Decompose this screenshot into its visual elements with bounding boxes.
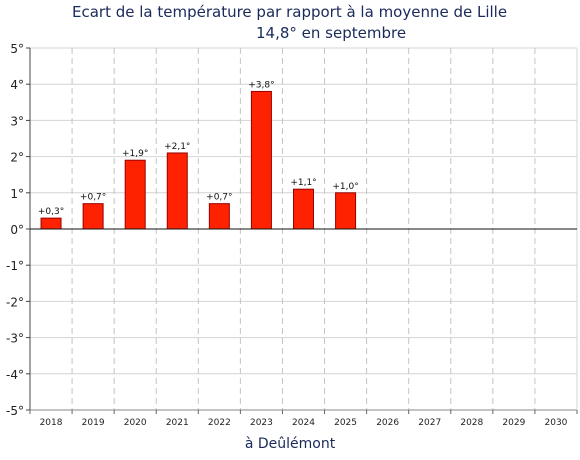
- y-tick-label: -2°: [6, 295, 24, 309]
- x-tick-label: 2030: [545, 418, 568, 428]
- data-label: +2,1°: [164, 142, 190, 152]
- x-tick-label: 2027: [418, 418, 441, 428]
- data-label: +1,9°: [122, 149, 148, 159]
- data-label: +1,0°: [332, 182, 358, 192]
- y-tick-label: 3°: [10, 114, 24, 128]
- x-tick-label: 2024: [292, 418, 315, 428]
- bar: [82, 203, 104, 230]
- bar: [40, 217, 62, 230]
- data-label: +0,7°: [206, 193, 232, 203]
- x-tick-label: 2020: [124, 418, 147, 428]
- y-tick-label: 5°: [10, 42, 24, 56]
- x-tick-label: 2028: [460, 418, 483, 428]
- data-label: +0,7°: [80, 193, 106, 203]
- data-label: +3,8°: [248, 80, 274, 90]
- bar: [208, 203, 230, 230]
- bar: [335, 192, 357, 230]
- x-tick-label: 2023: [250, 418, 273, 428]
- x-tick-label: 2019: [82, 418, 105, 428]
- data-label: +1,1°: [290, 178, 316, 188]
- x-tick-label: 2029: [502, 418, 525, 428]
- y-tick-label: -1°: [6, 259, 24, 273]
- y-tick-label: -4°: [6, 368, 24, 382]
- bar: [124, 159, 146, 230]
- x-tick-label: 2021: [166, 418, 189, 428]
- chart-subtitle: 14,8° en septembre: [256, 24, 407, 42]
- x-tick-label: 2026: [376, 418, 399, 428]
- y-tick-label: -3°: [6, 332, 24, 346]
- bar: [293, 188, 314, 230]
- y-tick-label: 0°: [10, 223, 24, 237]
- x-axis-label: à Deûlémont: [244, 436, 336, 452]
- y-tick-label: 2°: [10, 151, 24, 165]
- y-tick-label: -5°: [6, 404, 24, 418]
- x-tick-label: 2022: [208, 418, 231, 428]
- bar: [250, 90, 272, 230]
- y-tick-label: 1°: [10, 187, 24, 201]
- x-tick-label: 2018: [40, 418, 63, 428]
- x-tick-label: 2025: [334, 418, 357, 428]
- bar: [166, 152, 188, 230]
- data-label: +0,3°: [38, 207, 64, 217]
- y-tick-label: 4°: [10, 78, 24, 92]
- chart-title: Ecart de la température par rapport à la…: [72, 3, 508, 21]
